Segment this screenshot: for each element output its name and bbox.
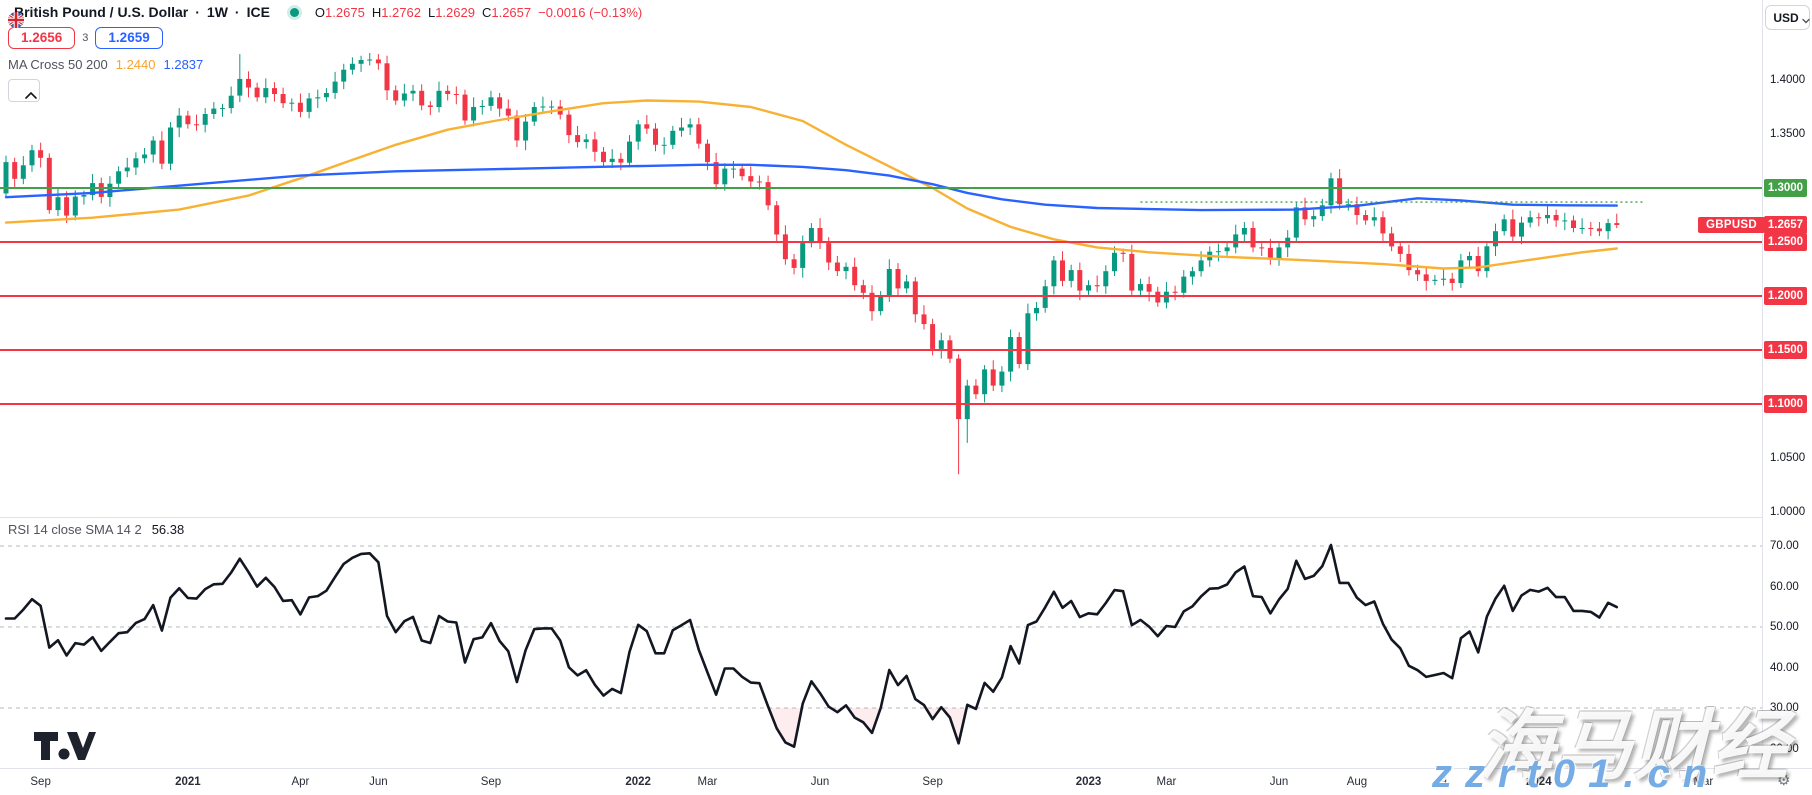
price-axis-label: 1.4000: [1770, 74, 1806, 86]
rsi-title: RSI 14 close SMA 14 2: [8, 522, 142, 537]
rsi-axis-label: 60.00: [1770, 580, 1799, 593]
price-level-label: 1.2500: [1764, 233, 1807, 251]
price-scale-axis[interactable]: 1.4000 1.3500 1.0500 1.0000 1.3000 1.2500 1.20…: [1763, 0, 1812, 768]
rsi-oversold-fill: [768, 708, 977, 747]
ohlc-readout: O1.2675 H1.2762 L1.2629 C1.2657 −0.0016 …: [315, 5, 642, 20]
price-axis-label: 1.0000: [1770, 506, 1806, 518]
spread-value: 3: [82, 32, 89, 44]
rsi-axis-label: 30.00: [1770, 702, 1799, 714]
time-axis-label: Mar: [697, 776, 718, 788]
watermark-url: zzrt01.cn: [1432, 752, 1721, 795]
low-value: 1.2629: [435, 4, 475, 20]
price-axis-label: 1.3500: [1770, 128, 1806, 140]
price-chart-pane[interactable]: [0, 0, 1762, 517]
time-axis[interactable]: Sep 2021 Apr Jun Sep 2022 Mar Jun Sep 2023 Mar Jun A…: [0, 769, 1812, 795]
chart-legend: British Pound / U.S. Dollar · 1W · ICE O…: [8, 4, 642, 102]
time-axis-label: Jun: [369, 776, 388, 788]
watermark-chinese: 海马财经: [1478, 704, 1790, 789]
rsi-axis-label: 20.00: [1770, 742, 1799, 755]
close-label: C: [481, 4, 492, 20]
price-level-label: 1.2000: [1764, 287, 1807, 305]
close-value: 1.2657: [491, 4, 532, 20]
time-axis-label: 2021: [175, 776, 201, 788]
rsi-overbought-fill: [1330, 545, 1332, 546]
indicator-name: MA Cross: [8, 57, 65, 72]
time-axis-label: 9: [1440, 776, 1447, 788]
time-axis-label: 2024: [1526, 776, 1552, 788]
price-level-label: 1.3000: [1764, 179, 1807, 197]
exchange-label[interactable]: ICE: [246, 4, 270, 20]
rsi-current-value: 56.38: [151, 522, 185, 537]
ma200-line[interactable]: [4, 163, 1618, 212]
price-axis-label: 1.0500: [1770, 452, 1806, 464]
buy-button[interactable]: 1.2659: [95, 27, 163, 49]
open-label: O: [314, 4, 326, 20]
title-separator: ·: [234, 4, 240, 20]
ma200-value: 1.2837: [163, 57, 204, 72]
time-axis-label: Apr: [291, 776, 310, 788]
time-axis-label: Sep: [30, 776, 51, 788]
time-axis-label: 2023: [1075, 776, 1102, 788]
pane-separator[interactable]: [0, 517, 1812, 518]
high-value: 1.2762: [381, 4, 421, 20]
rsi-axis-label: 70.00: [1770, 540, 1799, 552]
title-separator: ·: [195, 4, 200, 20]
rsi-axis-label: 50.00: [1770, 621, 1799, 633]
ma50-value: 1.2440: [115, 57, 156, 72]
ma50-line[interactable]: [4, 99, 1618, 270]
time-axis-settings-gear-icon[interactable]: ⚙: [1777, 772, 1791, 789]
last-price-label: 1.2657: [1764, 216, 1807, 235]
open-value: 1.2675: [325, 4, 365, 20]
rsi-chart-pane[interactable]: [0, 518, 1762, 768]
symbol-title[interactable]: British Pound / U.S. Dollar: [14, 4, 189, 20]
collapse-legend-button[interactable]: [8, 79, 40, 102]
low-label: L: [427, 4, 436, 20]
time-axis-label: Sep: [922, 776, 943, 788]
symbol-price-tag: GBPUSD: [1698, 217, 1766, 233]
high-label: H: [371, 4, 382, 20]
sell-button[interactable]: 1.2656: [8, 27, 76, 49]
currency-selector[interactable]: USD: [1765, 5, 1810, 30]
rsi-axis-label: 40.00: [1770, 661, 1799, 674]
market-status-dot-icon[interactable]: [289, 7, 299, 17]
rsi-line[interactable]: [4, 543, 1619, 748]
rsi-indicator-legend[interactable]: RSI 14 close SMA 14 2 56.38: [8, 522, 184, 537]
indicator-legend[interactable]: MA Cross 50 200 1.2440 1.2837: [8, 57, 642, 72]
time-axis-label: 2022: [625, 776, 651, 788]
time-axis-label: Jun: [1269, 776, 1289, 788]
price-level-label: 1.1000: [1764, 395, 1807, 413]
time-axis-label: Aug: [1346, 776, 1368, 788]
time-axis-label: Sep: [480, 776, 502, 788]
change-value: −0.0016 (−0.13%): [538, 4, 643, 20]
time-axis-label: Mar: [1693, 776, 1714, 788]
price-scale-border: [1762, 0, 1763, 795]
currency-label: USD: [1773, 10, 1799, 25]
time-axis-label: Mar: [1156, 776, 1177, 788]
indicator-params: 50 200: [67, 57, 108, 72]
time-axis-border: [0, 768, 1812, 769]
time-axis-label: Jun: [810, 776, 830, 788]
timeframe-label[interactable]: 1W: [206, 4, 228, 20]
price-level-label: 1.1500: [1764, 341, 1807, 359]
